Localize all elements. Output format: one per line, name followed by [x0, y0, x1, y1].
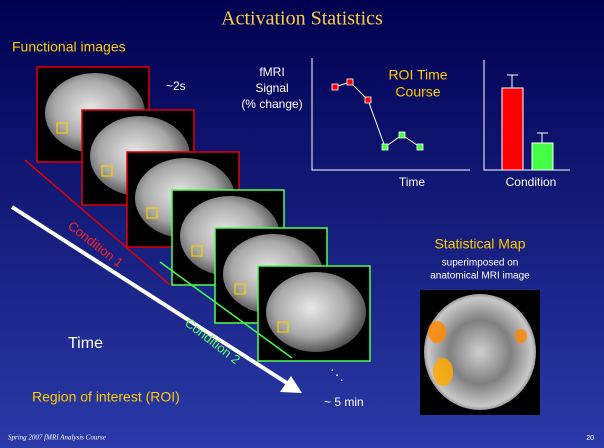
brain [424, 294, 536, 410]
point [347, 79, 353, 85]
label: Region of interest (ROI) [32, 389, 180, 405]
label: (% change) [241, 97, 302, 111]
label: Signal [255, 81, 288, 95]
label: superimposed on [442, 258, 519, 269]
footer: Spring 2007 fMRI Analysis Course [8, 434, 106, 442]
label: Course [395, 84, 440, 100]
label: fMRI [259, 65, 284, 79]
point [332, 84, 338, 90]
brain-slice [266, 272, 366, 352]
point [382, 144, 388, 150]
activation [428, 321, 446, 343]
label: ~2s [166, 79, 186, 93]
slide-title: Activation Statistics [221, 8, 383, 30]
activation [515, 329, 527, 343]
label: anatomical MRI image [430, 271, 530, 282]
label: ⋱ [330, 367, 344, 383]
label: Time [399, 175, 426, 189]
label: ROI Time [388, 67, 447, 83]
bar [532, 143, 553, 170]
label: Functional images [12, 39, 126, 55]
bar [502, 88, 523, 170]
point [365, 97, 371, 103]
page-number: 20 [586, 435, 594, 442]
point [399, 132, 405, 138]
label: Statistical Map [434, 236, 525, 252]
slide: Activation Statistics Functional images … [0, 0, 604, 448]
label: ~ 5 min [324, 395, 364, 409]
label: Time [68, 335, 103, 352]
activation [433, 358, 453, 386]
point [417, 144, 423, 150]
label: Condition [506, 175, 557, 189]
